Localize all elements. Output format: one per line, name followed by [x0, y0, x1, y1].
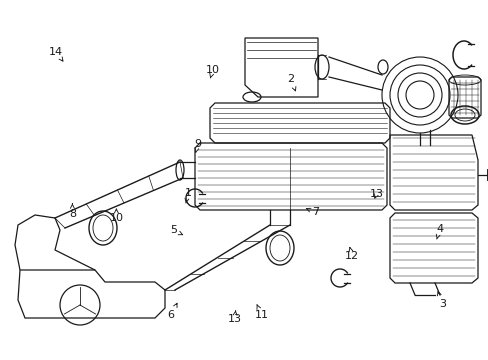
- Text: 13: 13: [227, 311, 241, 324]
- Text: 3: 3: [437, 292, 445, 309]
- Text: 12: 12: [345, 247, 358, 261]
- Text: 10: 10: [205, 65, 219, 78]
- Text: 14: 14: [49, 47, 63, 61]
- Text: 4: 4: [435, 224, 443, 239]
- Text: 8: 8: [69, 204, 76, 219]
- Text: 9: 9: [194, 139, 201, 152]
- Text: 2: 2: [287, 74, 295, 91]
- Text: 1: 1: [184, 188, 191, 203]
- Text: 6: 6: [167, 303, 177, 320]
- Text: 13: 13: [369, 189, 383, 199]
- Text: 7: 7: [305, 207, 318, 217]
- Text: 10: 10: [109, 209, 123, 223]
- Text: 11: 11: [254, 305, 268, 320]
- Text: 5: 5: [170, 225, 183, 235]
